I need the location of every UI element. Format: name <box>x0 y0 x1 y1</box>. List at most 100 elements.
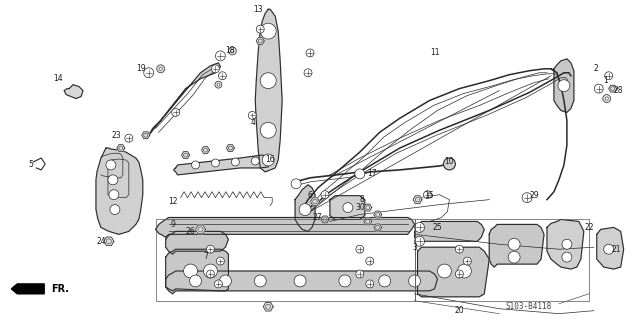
Text: FR.: FR. <box>51 284 69 294</box>
Text: 27: 27 <box>312 213 322 222</box>
Polygon shape <box>321 216 329 223</box>
Circle shape <box>366 280 374 288</box>
Circle shape <box>216 257 224 265</box>
Circle shape <box>190 275 202 287</box>
Circle shape <box>343 203 353 212</box>
Circle shape <box>184 264 198 278</box>
Circle shape <box>212 159 219 167</box>
Circle shape <box>215 81 222 88</box>
Circle shape <box>256 25 264 33</box>
Text: 3: 3 <box>412 243 417 252</box>
Text: 24: 24 <box>96 237 106 246</box>
Text: 21: 21 <box>612 245 621 254</box>
Polygon shape <box>330 196 365 220</box>
Polygon shape <box>415 221 484 244</box>
Polygon shape <box>117 145 125 152</box>
Circle shape <box>251 157 259 165</box>
Circle shape <box>605 72 612 80</box>
Circle shape <box>508 238 520 250</box>
Circle shape <box>291 179 301 189</box>
Text: 10: 10 <box>444 157 454 166</box>
Circle shape <box>304 69 312 77</box>
Text: 8: 8 <box>359 195 364 204</box>
Circle shape <box>443 158 455 170</box>
Circle shape <box>260 73 276 89</box>
Polygon shape <box>256 38 264 44</box>
Text: 29: 29 <box>529 191 539 200</box>
Circle shape <box>508 251 520 263</box>
Circle shape <box>562 252 572 262</box>
Polygon shape <box>64 85 83 99</box>
Circle shape <box>366 257 374 265</box>
Bar <box>156 220 415 301</box>
Circle shape <box>294 275 306 287</box>
Bar <box>415 220 589 301</box>
Circle shape <box>172 108 179 116</box>
Polygon shape <box>295 185 315 231</box>
Polygon shape <box>96 148 143 234</box>
Circle shape <box>231 158 240 166</box>
Polygon shape <box>149 63 221 135</box>
Circle shape <box>191 161 200 169</box>
Polygon shape <box>104 237 114 245</box>
Circle shape <box>605 97 608 100</box>
Circle shape <box>558 80 570 92</box>
Circle shape <box>125 134 133 142</box>
Polygon shape <box>256 9 282 172</box>
Circle shape <box>321 191 329 199</box>
Circle shape <box>604 244 614 254</box>
Circle shape <box>219 72 226 80</box>
Polygon shape <box>364 218 372 225</box>
Circle shape <box>355 169 365 179</box>
Circle shape <box>603 95 611 102</box>
Polygon shape <box>418 247 489 297</box>
Polygon shape <box>181 152 190 158</box>
Text: 22: 22 <box>584 223 593 232</box>
Circle shape <box>228 47 236 55</box>
Polygon shape <box>609 85 617 92</box>
Polygon shape <box>597 228 624 269</box>
Polygon shape <box>489 224 544 267</box>
Text: 2: 2 <box>593 64 598 73</box>
Text: 11: 11 <box>430 48 439 57</box>
Circle shape <box>110 204 120 214</box>
Circle shape <box>219 275 231 287</box>
Circle shape <box>212 65 219 73</box>
Text: 7: 7 <box>203 252 208 261</box>
Circle shape <box>415 236 425 246</box>
Circle shape <box>106 160 116 170</box>
Circle shape <box>207 270 214 278</box>
Polygon shape <box>374 211 382 218</box>
Text: 6: 6 <box>307 191 313 200</box>
Text: 9: 9 <box>170 220 175 229</box>
Circle shape <box>378 275 391 287</box>
Polygon shape <box>413 196 422 204</box>
Circle shape <box>424 191 432 199</box>
Circle shape <box>144 68 153 78</box>
Polygon shape <box>547 220 584 269</box>
Circle shape <box>356 245 364 253</box>
Circle shape <box>522 193 532 203</box>
Polygon shape <box>202 147 209 154</box>
Circle shape <box>299 204 311 215</box>
Polygon shape <box>263 302 273 311</box>
Circle shape <box>262 154 274 166</box>
Circle shape <box>249 111 256 119</box>
Polygon shape <box>165 249 228 291</box>
Text: 16: 16 <box>266 156 275 164</box>
Circle shape <box>594 84 603 93</box>
Polygon shape <box>165 271 437 294</box>
Text: 30: 30 <box>355 203 365 212</box>
Circle shape <box>463 257 471 265</box>
Text: 5: 5 <box>29 160 34 170</box>
Polygon shape <box>142 132 150 139</box>
Text: 14: 14 <box>53 74 63 83</box>
Text: 4: 4 <box>251 118 256 127</box>
Circle shape <box>207 245 214 253</box>
Text: 20: 20 <box>455 306 464 315</box>
Circle shape <box>415 222 425 232</box>
Circle shape <box>254 275 266 287</box>
Text: 19: 19 <box>136 64 146 73</box>
Text: 18: 18 <box>226 46 235 55</box>
Polygon shape <box>311 198 320 205</box>
